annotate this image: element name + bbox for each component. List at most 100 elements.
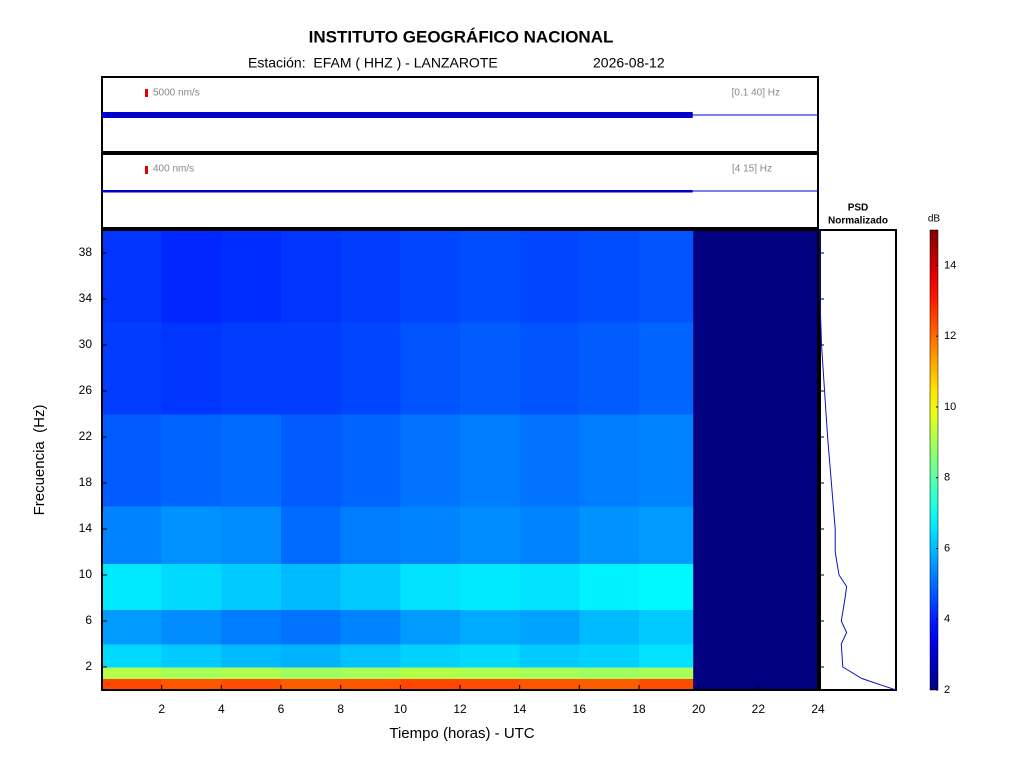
- spectrogram-cell: [579, 644, 640, 668]
- spectrogram-cell: [102, 230, 163, 323]
- spectrogram-cell: [161, 644, 222, 668]
- spectrogram-cell: [102, 506, 163, 564]
- scale-marker: [145, 89, 148, 97]
- spectrogram-cell: [400, 644, 461, 668]
- spectrogram-cell: [400, 230, 461, 323]
- trace-waveform: [102, 190, 693, 193]
- colorbar-tick-label: 6: [944, 542, 950, 554]
- y-axis-title: Frecuencia (Hz): [31, 405, 48, 516]
- spectrogram-cell: [639, 506, 694, 564]
- spectrogram-cell: [639, 644, 694, 668]
- spectrogram-cell: [221, 563, 282, 610]
- spectrogram-cell: [579, 230, 640, 323]
- spectrogram-cell: [639, 678, 694, 691]
- spectrogram-cell: [579, 563, 640, 610]
- spectrogram-cell: [221, 414, 282, 507]
- spectrogram-cell: [221, 644, 282, 668]
- spectrogram-cell: [281, 667, 342, 679]
- spectrogram-cell: [460, 563, 521, 610]
- spectrogram-cell: [460, 667, 521, 679]
- spectrogram-cell: [221, 230, 282, 323]
- x-tick-label: 16: [573, 702, 587, 716]
- spectrogram-cell: [519, 609, 580, 645]
- trace-band: [0.1 40] Hz: [732, 88, 780, 99]
- spectrogram-cell: [340, 322, 401, 415]
- spectrogram-cell: [281, 230, 342, 323]
- trace-scale: 5000 nm/s: [153, 88, 200, 99]
- y-tick-label: 2: [85, 659, 92, 673]
- spectrogram-cell: [161, 322, 222, 415]
- scale-marker: [145, 166, 148, 174]
- spectrogram-cell: [281, 678, 342, 691]
- colorbar-tick-label: 4: [944, 613, 950, 625]
- spectrogram-cell: [221, 322, 282, 415]
- spectrogram-cell: [400, 678, 461, 691]
- spectrogram-cell: [102, 678, 163, 691]
- spectrogram-cell: [400, 322, 461, 415]
- spectrogram-cell: [340, 230, 401, 323]
- spectrogram-cell: [460, 414, 521, 507]
- psd-curve: [819, 230, 897, 691]
- spectrogram-cell: [340, 414, 401, 507]
- spectrogram-cell: [400, 414, 461, 507]
- x-tick-label: 18: [632, 702, 646, 716]
- x-tick-label: 22: [752, 702, 766, 716]
- spectrogram-cell: [579, 667, 640, 679]
- x-tick-label: 6: [278, 702, 285, 716]
- spectrogram-cell: [519, 644, 580, 668]
- spectrogram-cell: [639, 667, 694, 679]
- spectrogram-cell: [281, 644, 342, 668]
- colorbar-tick-label: 12: [944, 330, 956, 342]
- colorbar-tick-label: 10: [944, 401, 956, 413]
- spectrogram-cell: [579, 322, 640, 415]
- spectrogram-cell: [639, 414, 694, 507]
- spectrogram-cell: [639, 609, 694, 645]
- spectrogram-cell: [519, 678, 580, 691]
- spectrogram-cell: [579, 678, 640, 691]
- x-tick-label: 2: [158, 702, 165, 716]
- spectrogram-cell: [281, 506, 342, 564]
- y-tick-label: 6: [85, 613, 92, 627]
- psd-title: PSD: [848, 203, 869, 214]
- trace-band: [4 15] Hz: [732, 164, 772, 175]
- spectrogram-cell: [579, 506, 640, 564]
- spectrogram-cell: [102, 609, 163, 645]
- spectrogram-cell: [639, 563, 694, 610]
- spectrogram-cell: [281, 609, 342, 645]
- spectrogram-cell: [161, 414, 222, 507]
- spectrogram-cell: [460, 322, 521, 415]
- spectrogram-cell: [340, 563, 401, 610]
- spectrogram-cell: [519, 563, 580, 610]
- spectrogram-cell: [281, 414, 342, 507]
- spectrogram-cell: [221, 506, 282, 564]
- y-tick-label: 14: [79, 521, 93, 535]
- spectrogram-cell: [639, 230, 694, 323]
- spectrogram-cell: [460, 678, 521, 691]
- spectrogram-cell: [579, 609, 640, 645]
- spectrogram-cell: [519, 322, 580, 415]
- spectrogram-cell: [340, 644, 401, 668]
- x-tick-label: 14: [513, 702, 527, 716]
- spectrogram-cell: [519, 506, 580, 564]
- spectrogram-cell: [161, 667, 222, 679]
- spectrogram-cell: [400, 667, 461, 679]
- spectrogram-cell: [340, 678, 401, 691]
- spectrogram-cell: [340, 609, 401, 645]
- spectrogram-cell: [281, 563, 342, 610]
- spectrogram-cell: [102, 667, 163, 679]
- spectrogram-cell: [102, 644, 163, 668]
- x-tick-label: 20: [692, 702, 706, 716]
- chart-title: INSTITUTO GEOGRÁFICO NACIONAL: [309, 27, 614, 46]
- spectrogram-cell: [221, 609, 282, 645]
- spectrogram-cell: [221, 667, 282, 679]
- spectrogram-cell: [400, 506, 461, 564]
- x-tick-label: 4: [218, 702, 225, 716]
- colorbar-tick-label: 8: [944, 472, 950, 484]
- trace-waveform: [102, 112, 693, 118]
- spectrogram-cell: [340, 506, 401, 564]
- spectrogram-cell: [460, 609, 521, 645]
- colorbar-tick-label: 14: [944, 259, 956, 271]
- y-tick-label: 30: [79, 337, 93, 351]
- spectrogram-cell: [161, 506, 222, 564]
